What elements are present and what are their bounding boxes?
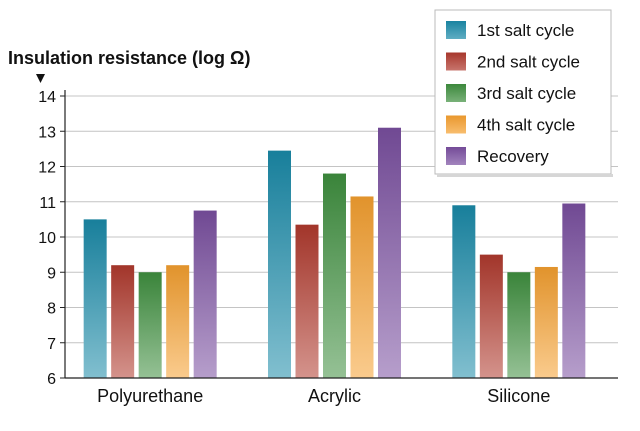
legend-swatch xyxy=(446,115,466,134)
legend-label: 1st salt cycle xyxy=(477,21,574,40)
y-tick-label: 8 xyxy=(47,301,56,318)
bar xyxy=(534,266,558,378)
bar xyxy=(507,272,531,378)
bar xyxy=(378,127,401,378)
y-tick-label: 7 xyxy=(47,336,56,353)
x-category-label: Polyurethane xyxy=(97,386,203,406)
bar xyxy=(479,254,503,378)
y-tick-label: 14 xyxy=(38,89,56,106)
bars xyxy=(83,127,586,378)
bar xyxy=(350,196,374,378)
legend-swatch xyxy=(446,84,466,102)
bar xyxy=(323,173,346,378)
y-axis-label: Insulation resistance (log Ω) xyxy=(8,48,250,68)
axes: 6 7 8 9 10 11 12 13 14 Polyurethane Acrylic Silicon… xyxy=(38,89,618,406)
x-category-label: Acrylic xyxy=(308,386,361,406)
y-tick-label: 9 xyxy=(47,265,56,282)
legend-swatch xyxy=(446,147,466,165)
x-category-label: Silicone xyxy=(487,386,550,406)
legend-label: Recovery xyxy=(477,147,549,166)
legend-swatch xyxy=(446,52,466,71)
bar xyxy=(111,265,135,378)
bar xyxy=(268,150,291,378)
legend-label: 2nd salt cycle xyxy=(477,53,580,72)
bar xyxy=(83,219,107,378)
bar xyxy=(295,224,319,378)
y-tick-label: 6 xyxy=(47,371,56,388)
y-tick-label: 13 xyxy=(38,124,56,141)
legend-shadow xyxy=(437,174,613,177)
bar xyxy=(452,205,476,378)
y-tick-label: 11 xyxy=(39,195,56,212)
legend-label: 3rd salt cycle xyxy=(477,84,576,103)
legend-swatch xyxy=(446,21,466,39)
bar xyxy=(562,203,586,378)
y-tick-label: 12 xyxy=(38,160,56,177)
legend: 1st salt cycle 2nd salt cycle 3rd salt cyc… xyxy=(434,9,613,177)
bar xyxy=(138,272,162,378)
y-tick-label: 10 xyxy=(38,230,56,247)
legend-label: 4th salt cycle xyxy=(477,116,575,135)
bar xyxy=(166,265,190,378)
bar xyxy=(193,210,217,378)
y-axis-arrow-icon xyxy=(36,74,45,83)
